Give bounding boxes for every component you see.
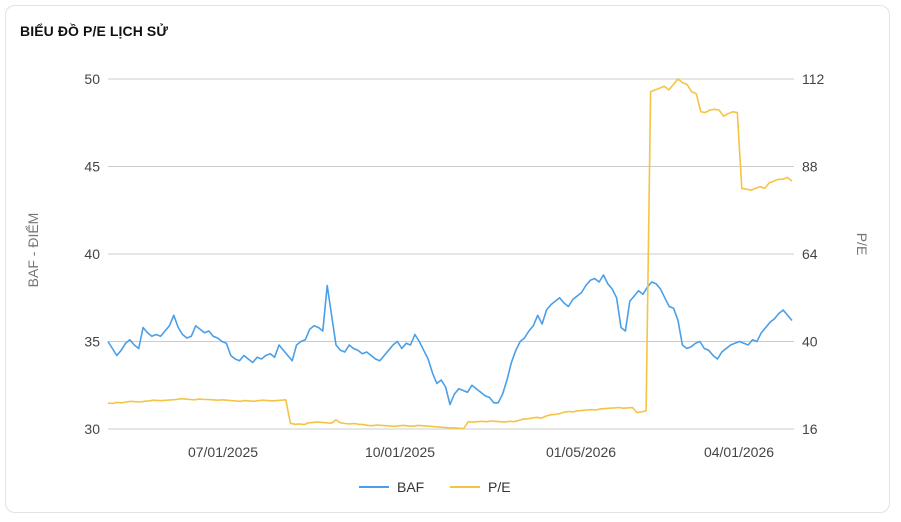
legend-item-baf[interactable]: BAF [359,479,424,495]
legend-label-baf: BAF [397,479,424,495]
y-tick-label-left: 40 [84,246,100,262]
y-tick-label-right: 64 [802,246,818,262]
y-tick-label-right: 40 [802,334,818,350]
series-lines [107,78,793,430]
y-axis-right-title: P/E [854,233,870,256]
y-tick-label-left: 35 [84,334,100,350]
y-tick-label-left: 30 [84,421,100,437]
x-axis-ticks: 07/01/2025 10/01/2025 01/05/2026 04/01/2026 [188,444,774,460]
x-tick-label: 10/01/2025 [365,444,435,460]
legend: BAF P/E [359,479,511,495]
y-tick-label-left: 50 [84,71,100,87]
grid-lines [108,78,794,430]
series-line-pe [107,78,793,430]
y-axis-left-title: BAF - ĐIỂM [24,213,41,288]
chart-title: BIỂU ĐỒ P/E LỊCH SỬ [20,23,169,39]
y-axis-left-ticks: 50 45 40 35 30 [84,71,100,437]
legend-item-pe[interactable]: P/E [450,479,511,495]
x-tick-label: 07/01/2025 [188,444,258,460]
y-tick-label-right: 88 [802,159,818,175]
y-tick-label-right: 16 [802,421,818,437]
x-tick-label: 01/05/2026 [546,444,616,460]
y-axis-right-ticks: 112 88 64 40 16 [802,71,825,437]
y-tick-label-left: 45 [84,159,100,175]
y-tick-label-right: 112 [802,71,825,87]
legend-label-pe: P/E [488,479,511,495]
series-line-baf [107,274,793,406]
x-tick-label: 04/01/2026 [704,444,774,460]
